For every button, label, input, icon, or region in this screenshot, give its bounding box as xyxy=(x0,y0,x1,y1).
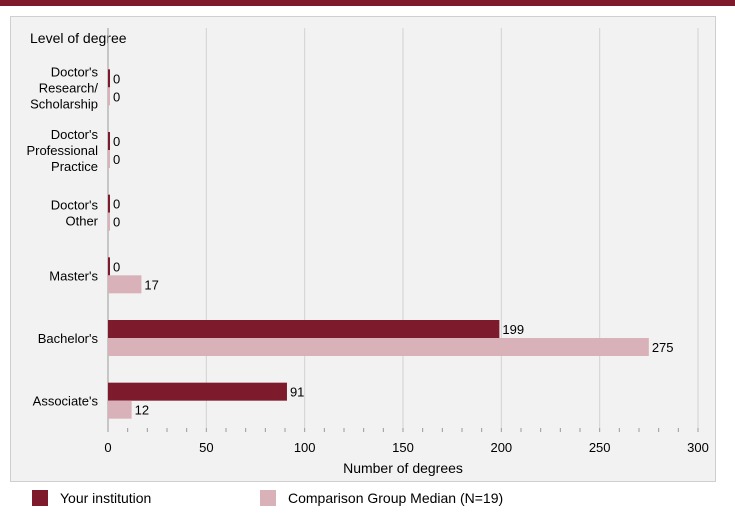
x-tick-label: 50 xyxy=(199,440,213,455)
legend: Your institution Comparison Group Median… xyxy=(10,486,716,516)
value-label: 17 xyxy=(144,277,158,292)
x-tick-label: 0 xyxy=(104,440,111,455)
legend-swatch-your-institution xyxy=(32,490,48,506)
value-label: 0 xyxy=(113,89,120,104)
category-label: Doctor's Research/Scholarship xyxy=(30,64,98,111)
bar xyxy=(108,212,110,231)
value-label: 91 xyxy=(290,385,304,400)
x-tick-label: 250 xyxy=(589,440,611,455)
category-label: Master's xyxy=(49,268,98,283)
bar xyxy=(108,320,500,338)
bars-layer xyxy=(108,69,649,419)
bar xyxy=(108,87,110,106)
value-label: 0 xyxy=(113,197,120,212)
value-label: 0 xyxy=(113,71,120,86)
x-axis-title: Number of degrees xyxy=(343,460,463,476)
value-label: 275 xyxy=(652,340,674,355)
bar xyxy=(108,257,110,276)
bar xyxy=(108,194,110,213)
bar xyxy=(108,150,110,168)
bar xyxy=(108,69,110,88)
category-label: Doctor's Professional Practice xyxy=(26,127,98,174)
category-label: Bachelor's xyxy=(38,331,99,346)
category-label: Associate's xyxy=(33,394,99,409)
value-label: 0 xyxy=(113,152,120,167)
value-label: 0 xyxy=(113,259,120,274)
header-rule xyxy=(0,0,735,6)
bar xyxy=(108,338,649,356)
x-tick-label: 100 xyxy=(294,440,316,455)
legend-item-comparison-median: Comparison Group Median (N=19) xyxy=(260,490,503,506)
legend-label-comparison-median: Comparison Group Median (N=19) xyxy=(288,490,504,506)
x-tick-label: 300 xyxy=(687,440,709,455)
legend-label-your-institution: Your institution xyxy=(60,490,152,506)
value-label: 199 xyxy=(502,322,524,337)
value-label: 0 xyxy=(113,134,120,149)
grid-layer xyxy=(107,28,699,432)
value-label: 12 xyxy=(135,403,149,418)
bar xyxy=(108,275,142,294)
bar xyxy=(108,400,132,419)
labels-layer: 0 50 100 150 200 250 300 0 0 Doctor's Research/Sch… xyxy=(26,64,708,455)
value-label: 0 xyxy=(113,215,120,230)
x-tick-label: 150 xyxy=(392,440,414,455)
bar xyxy=(108,382,287,401)
bar xyxy=(108,132,110,150)
y-axis-title: Level of degree xyxy=(30,30,127,46)
bar-chart: Level of degree 0 50 100 150 200 250 300 0 0 Doct… xyxy=(26,28,709,476)
legend-swatch-comparison-median xyxy=(260,490,276,506)
legend-item-your-institution: Your institution xyxy=(32,490,151,506)
category-label: Doctor's Other xyxy=(51,198,99,229)
x-tick-label: 200 xyxy=(490,440,512,455)
